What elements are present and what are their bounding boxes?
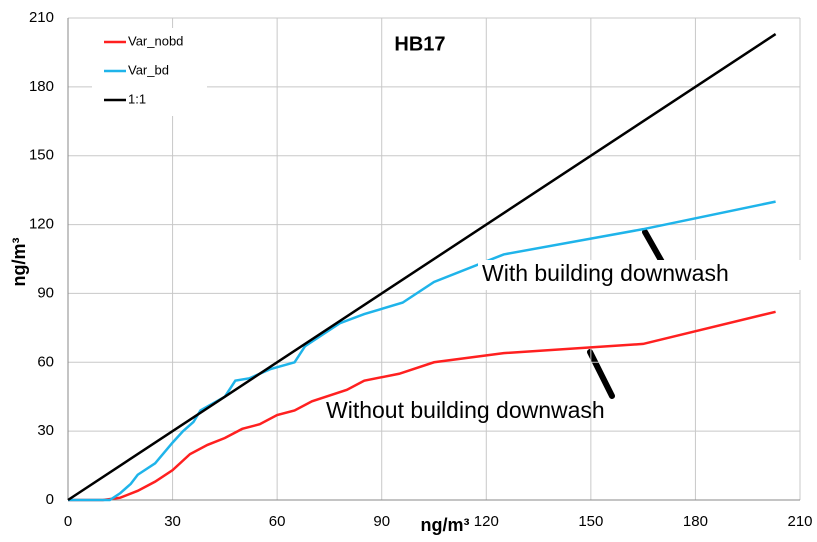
y-tick-label: 0	[46, 491, 54, 508]
y-tick-label: 60	[37, 353, 54, 370]
annotation: With building downwash	[482, 260, 729, 286]
x-tick-label: 120	[474, 513, 499, 530]
legend-label: Var_nobd	[128, 33, 183, 48]
x-tick-label: 0	[64, 513, 72, 530]
line	[67, 33, 777, 502]
y-tick-label: 30	[37, 422, 54, 439]
legend-label: 1:1	[128, 91, 146, 106]
arrow	[587, 349, 615, 399]
line	[68, 200, 776, 502]
x-tick-label: 30	[164, 513, 181, 530]
arrow	[642, 229, 665, 265]
y-tick-label: 120	[29, 216, 54, 233]
chart-title: HB17	[394, 33, 445, 55]
annotation-bg	[478, 260, 804, 290]
x-axis-label: ng/m³	[421, 515, 470, 535]
annotation: Without building downwash	[326, 397, 605, 423]
line	[68, 310, 776, 502]
y-tick-label: 210	[29, 9, 54, 26]
x-tick-label: 150	[578, 513, 603, 530]
x-tick-label: 180	[683, 513, 708, 530]
legend-label: Var_bd	[128, 62, 169, 77]
y-tick-label: 90	[37, 284, 54, 301]
y-tick-label: 180	[29, 78, 54, 95]
y-tick-label: 150	[29, 147, 54, 164]
x-tick-label: 60	[269, 513, 286, 530]
x-tick-label: 210	[787, 513, 812, 530]
x-tick-label: 90	[373, 513, 390, 530]
y-axis-label: ng/m³	[9, 238, 29, 287]
